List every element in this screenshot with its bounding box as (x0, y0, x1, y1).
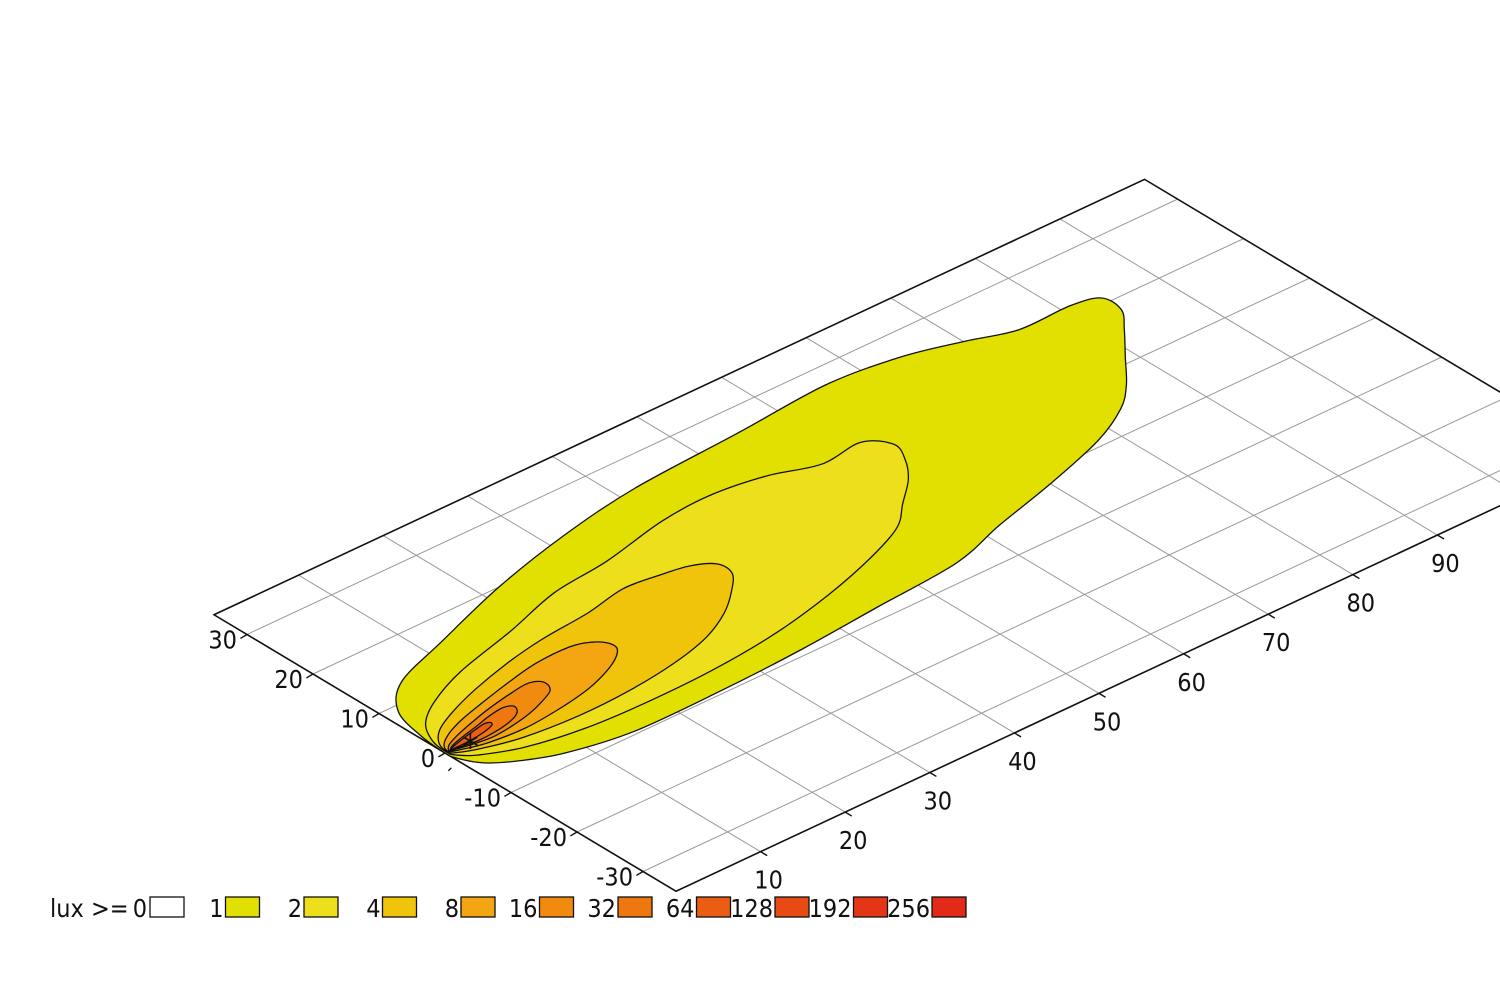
legend-swatch (149, 896, 185, 918)
tick-x (1014, 732, 1022, 738)
marker-stroke (463, 736, 478, 746)
legend-prefix: lux >= (50, 894, 129, 923)
legend-swatch (695, 896, 732, 918)
legend: lux >= 0 1 2 4 8 16 32 64 128 192 256 (50, 894, 967, 923)
legend-label: 128 (730, 894, 773, 923)
grid-line-y (642, 470, 1500, 872)
legend-label: 1 (209, 894, 223, 923)
grid-line-y (510, 356, 1442, 793)
tick-y (636, 870, 644, 877)
tick-x (1352, 574, 1360, 580)
legend-label: 2 (288, 894, 302, 923)
legend-label: 256 (887, 894, 930, 923)
legend-label: 192 (809, 894, 852, 923)
legend-label: 64 (666, 894, 695, 923)
tick-label-y: -20 (530, 823, 567, 852)
tick-x (844, 811, 853, 817)
legend-swatch (460, 896, 496, 918)
tick-x (1098, 692, 1106, 698)
marker-tick (447, 767, 452, 772)
tick-y (504, 791, 512, 798)
contour-64-lux (449, 721, 493, 751)
legend-swatch (303, 896, 339, 918)
legend-label: 16 (509, 894, 538, 923)
tick-label-y: 10 (340, 705, 369, 734)
tick-y (240, 633, 248, 640)
plane-border (212, 178, 1500, 893)
tick-label-x: 30 (923, 787, 952, 816)
tick-label-x: 70 (1262, 628, 1291, 657)
tick-label-y: 20 (274, 665, 303, 694)
tick-label-x: 90 (1431, 549, 1460, 578)
tick-label-x: 20 (839, 826, 868, 855)
tick-y (438, 752, 446, 758)
tick-y (306, 673, 314, 679)
legend-swatch (931, 896, 967, 918)
legend-label: 8 (445, 894, 459, 923)
grid-line-y (246, 198, 1178, 635)
tick-label-y: 30 (208, 626, 237, 655)
grid-line-y (576, 399, 1500, 833)
tick-label-x: 40 (1008, 747, 1037, 776)
tick-x (760, 851, 768, 857)
luminaire-marker (447, 733, 478, 772)
tick-y (570, 831, 578, 837)
isolux-contours (395, 297, 1128, 764)
legend-swatch (381, 896, 418, 918)
tick-x (1437, 534, 1445, 540)
tick-label-x: 10 (754, 866, 783, 895)
tick-label-y: -10 (464, 784, 501, 813)
legend-swatch (617, 896, 653, 918)
legend-swatch (538, 896, 575, 918)
tick-label-y: 0 (421, 744, 435, 773)
tick-label-y: -30 (596, 863, 633, 892)
tick-x (1183, 653, 1191, 659)
tick-label-x: 60 (1177, 668, 1206, 697)
tick-x (1267, 613, 1276, 619)
tick-label-x: 80 (1346, 589, 1375, 618)
legend-swatch (774, 896, 810, 918)
tick-label-x: 50 (1093, 707, 1122, 736)
legend-swatch (224, 896, 261, 918)
legend-label: 32 (587, 894, 616, 923)
legend-label: 0 (133, 894, 147, 923)
tick-x (929, 771, 937, 778)
legend-swatch (852, 896, 889, 918)
tick-y (372, 712, 380, 719)
legend-label: 4 (366, 894, 380, 923)
